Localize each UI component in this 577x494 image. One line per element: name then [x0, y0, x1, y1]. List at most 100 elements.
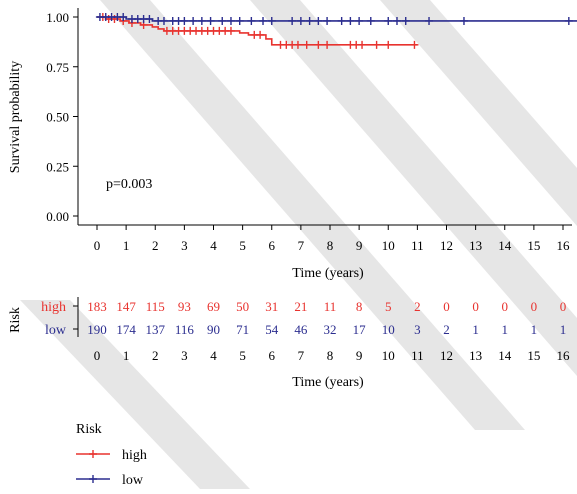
x-tick-label: 8	[327, 238, 334, 253]
censor-mark-low	[392, 16, 401, 25]
censor-mark-low	[337, 16, 346, 25]
risk-x-tick-label: 15	[527, 348, 540, 363]
x-tick-label: 13	[469, 238, 482, 253]
x-axis-label: Time (years)	[292, 266, 364, 281]
censor-mark-high	[256, 30, 265, 39]
risk-count-low: 1	[560, 322, 567, 337]
censor-mark-low	[226, 16, 235, 25]
risk-count-high: 69	[207, 299, 220, 314]
censor-mark-high	[302, 40, 311, 49]
risk-count-low: 71	[236, 322, 249, 337]
risk-count-high: 0	[560, 299, 567, 314]
censor-mark-low	[235, 16, 244, 25]
legend-item-low: low	[76, 473, 144, 488]
risk-row-label-low: low	[45, 323, 67, 338]
risk-x-tick-label: 8	[327, 348, 334, 363]
censor-mark-high	[372, 40, 381, 49]
censor-mark-low	[459, 16, 468, 25]
y-tick-label: 0.50	[46, 110, 69, 125]
censor-mark-low	[189, 16, 198, 25]
risk-x-tick-label: 5	[239, 348, 246, 363]
censor-mark-low	[119, 13, 128, 21]
censor-mark-low	[564, 16, 573, 25]
y-tick-label: 0.25	[46, 159, 69, 174]
censor-mark-low	[296, 16, 305, 25]
x-tick-label: 15	[527, 238, 540, 253]
censor-mark-low	[180, 16, 189, 25]
censor-mark-low	[305, 16, 314, 25]
risk-count-high: 0	[472, 299, 479, 314]
risk-count-high: 8	[356, 299, 363, 314]
censor-mark-low	[259, 16, 268, 25]
risk-count-low: 17	[353, 322, 367, 337]
legend-label: low	[122, 473, 144, 488]
risk-x-tick-label: 10	[382, 348, 395, 363]
risk-x-tick-label: 1	[123, 348, 130, 363]
risk-count-high: 0	[531, 299, 538, 314]
x-tick-label: 3	[181, 238, 188, 253]
censor-mark-high	[384, 40, 393, 49]
watermark-stripe	[20, 300, 250, 489]
risk-count-low: 90	[207, 322, 220, 337]
p-value-annotation: p=0.003	[106, 177, 152, 192]
risk-count-high: 21	[294, 299, 307, 314]
risk-x-tick-label: 4	[210, 348, 217, 363]
censor-mark-high	[314, 40, 323, 49]
risk-count-low: 137	[146, 322, 166, 337]
y-axis-label: Survival probability	[8, 61, 23, 173]
risk-row-label-high: high	[41, 300, 66, 315]
x-tick-label: 1	[123, 238, 130, 253]
legend-label: high	[122, 448, 147, 463]
censor-mark-low	[218, 16, 227, 25]
watermark-stripe	[100, 0, 525, 430]
censor-mark-low	[197, 16, 206, 25]
risk-x-tick-label: 6	[269, 348, 276, 363]
censor-mark-high	[226, 26, 235, 35]
censor-mark-low	[384, 16, 393, 25]
legend-item-high: high	[76, 448, 147, 463]
risk-count-high: 50	[236, 299, 249, 314]
censor-mark-low	[288, 16, 297, 25]
risk-count-high: 183	[87, 299, 107, 314]
risk-x-tick-label: 12	[440, 348, 453, 363]
x-tick-label: 12	[440, 238, 453, 253]
x-tick-label: 2	[152, 238, 159, 253]
watermark-stripe	[250, 0, 577, 376]
legend-censor-mark	[89, 475, 97, 483]
risk-count-low: 174	[116, 322, 136, 337]
y-axis-ticks: 0.00 0.25 0.50 0.75 1.00	[46, 10, 78, 224]
risk-count-low: 1	[531, 322, 538, 337]
risk-count-high: 5	[385, 299, 392, 314]
censor-mark-low	[267, 16, 276, 25]
risk-count-high: 147	[116, 299, 136, 314]
risk-x-tick-label: 11	[411, 348, 424, 363]
censor-mark-low	[145, 14, 154, 23]
risk-table-x-ticks: 0 1 2 3 4 5 6 7 8 9 10 11 12 13 14 15 16	[94, 348, 570, 363]
risk-count-low: 190	[87, 322, 107, 337]
risk-count-low: 3	[414, 322, 421, 337]
censor-mark-low	[346, 16, 355, 25]
risk-count-low: 1	[472, 322, 479, 337]
x-tick-label: 0	[94, 238, 101, 253]
x-tick-label: 6	[269, 238, 276, 253]
risk-table-title: Risk	[8, 307, 23, 333]
x-tick-label: 9	[356, 238, 363, 253]
risk-x-tick-label: 0	[94, 348, 101, 363]
censor-mark-low	[314, 16, 323, 25]
x-tick-label: 7	[298, 238, 305, 253]
legend-title: Risk	[76, 422, 102, 437]
x-tick-label: 5	[239, 238, 246, 253]
survival-curves	[95, 13, 577, 49]
censor-mark-low	[366, 16, 375, 25]
risk-count-low: 32	[324, 322, 337, 337]
censor-mark-high	[293, 40, 302, 49]
risk-count-high: 11	[324, 299, 337, 314]
risk-count-high: 93	[178, 299, 191, 314]
risk-count-high: 0	[443, 299, 450, 314]
risk-count-low: 46	[294, 322, 308, 337]
risk-x-tick-label: 2	[152, 348, 159, 363]
risk-count-high: 2	[414, 299, 421, 314]
y-tick-label: 0.00	[46, 209, 69, 224]
x-tick-label: 14	[498, 238, 512, 253]
